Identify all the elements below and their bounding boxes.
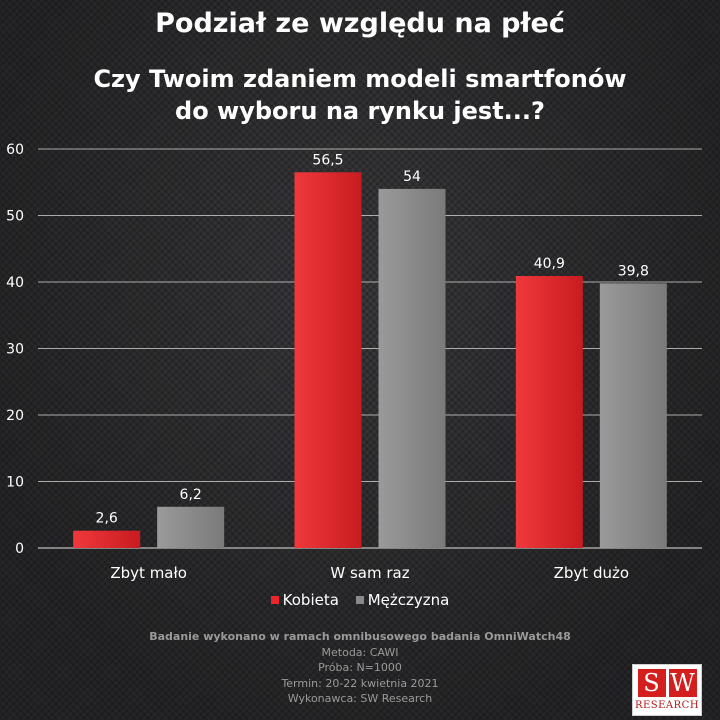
methodology-footer: Badanie wykonano w ramach omnibusowego b… bbox=[0, 629, 720, 707]
data-label: 40,9 bbox=[534, 256, 565, 272]
data-label: 6,2 bbox=[180, 487, 202, 503]
bar-chart: 0 10 20 30 40 50 60 2,6 6,2 Zbyt mało 56,5 54 W sam … bbox=[6, 142, 702, 582]
y-tick-label: 0 bbox=[15, 541, 24, 557]
y-tick-label: 20 bbox=[6, 408, 24, 424]
legend: Kobieta Mężczyzna bbox=[0, 590, 720, 610]
subtitle-line-1: Czy Twoim zdaniem modeli smartfonów bbox=[93, 65, 627, 93]
logo-letter-w: W bbox=[668, 669, 697, 697]
legend-label-mezczyzna: Mężczyzna bbox=[367, 591, 450, 609]
data-label: 39,8 bbox=[618, 263, 649, 279]
x-tick-label: Zbyt dużo bbox=[554, 564, 629, 582]
chart-title: Podział ze względu na płeć bbox=[155, 8, 565, 39]
bar-mezczyzna bbox=[599, 283, 667, 548]
x-tick-label: W sam raz bbox=[330, 564, 409, 582]
legend-swatch-mezczyzna bbox=[355, 596, 364, 604]
bar-mezczyzna bbox=[378, 188, 446, 548]
logo-letter-s: S bbox=[637, 669, 666, 697]
chart-subtitle: Czy Twoim zdaniem modeli smartfonów do w… bbox=[0, 63, 720, 127]
y-tick-label: 60 bbox=[6, 142, 24, 158]
y-tick-label: 50 bbox=[6, 209, 24, 225]
legend-item-kobieta: Kobieta bbox=[270, 590, 339, 610]
data-label: 56,5 bbox=[312, 152, 343, 168]
footer-sample: Próba: N=1000 bbox=[318, 661, 402, 674]
bar-kobieta bbox=[294, 172, 362, 548]
data-label: 54 bbox=[403, 169, 421, 185]
x-tick-label: Zbyt mało bbox=[110, 564, 187, 582]
legend-swatch-kobieta bbox=[270, 596, 279, 604]
y-tick-label: 40 bbox=[6, 275, 24, 291]
footer-date: Termin: 20-22 kwietnia 2021 bbox=[281, 676, 439, 690]
bar-mezczyzna bbox=[157, 506, 225, 548]
y-tick-label: 10 bbox=[6, 475, 24, 491]
legend-item-mezczyzna: Mężczyzna bbox=[355, 590, 450, 610]
y-tick-label: 30 bbox=[6, 342, 24, 358]
logo-text: RESEARCH bbox=[634, 700, 700, 711]
bar-kobieta bbox=[73, 530, 141, 548]
footer-method: Metoda: CAWI bbox=[321, 645, 399, 659]
footer-contractor: Wykonawca: SW Research bbox=[287, 692, 433, 705]
bar-kobieta bbox=[515, 276, 583, 548]
subtitle-line-2: do wyboru na rynku jest...? bbox=[175, 97, 545, 125]
sw-research-logo: S W RESEARCH bbox=[632, 664, 702, 716]
data-label: 2,6 bbox=[96, 511, 118, 527]
footer-survey-note: Badanie wykonano w ramach omnibusowego b… bbox=[149, 630, 571, 643]
legend-label-kobieta: Kobieta bbox=[282, 591, 339, 609]
